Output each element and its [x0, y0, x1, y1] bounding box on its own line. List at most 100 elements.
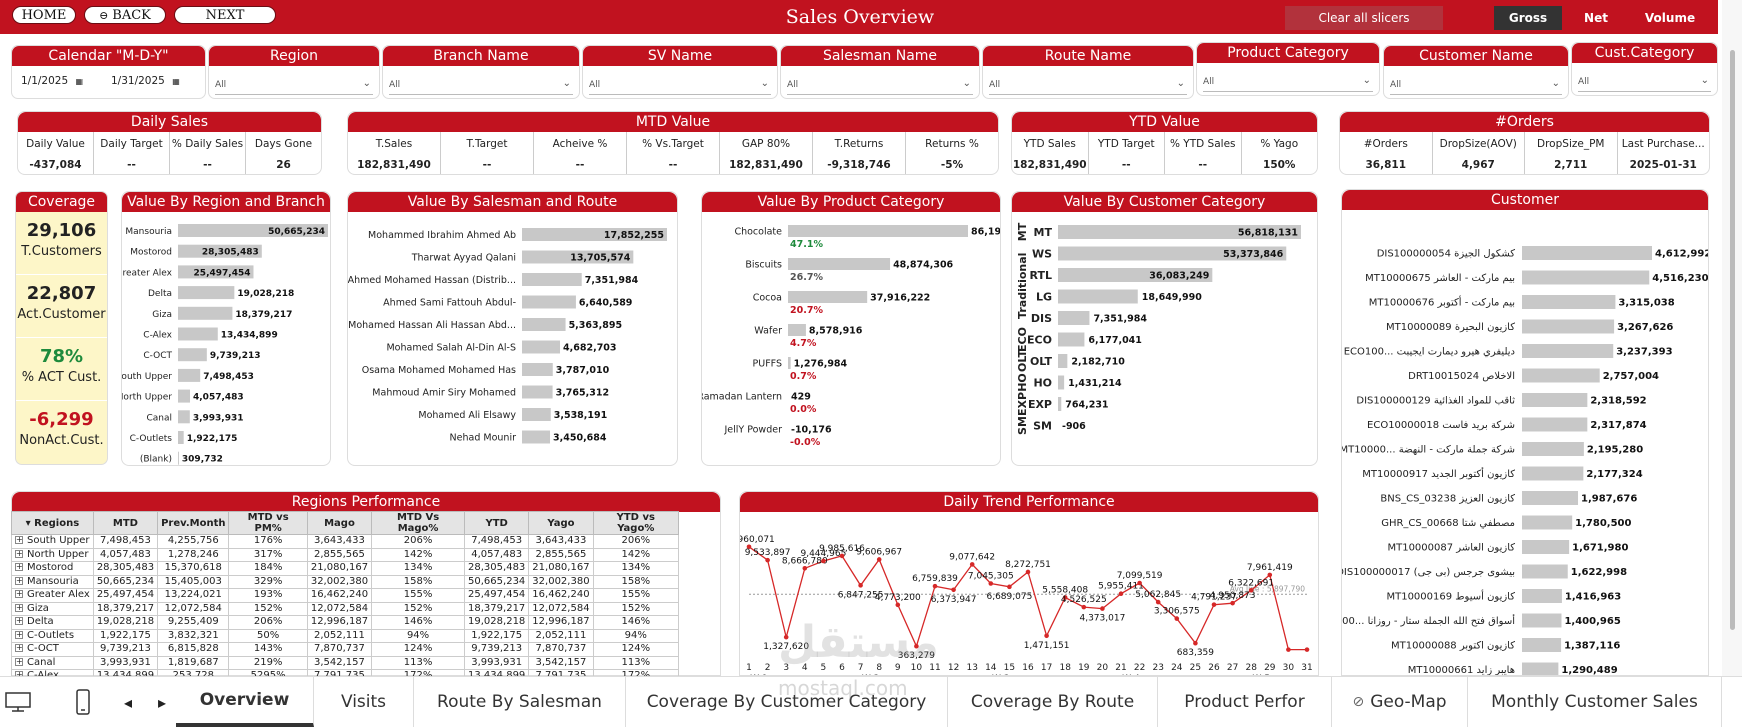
column-header[interactable]: ▾ Regions — [11, 511, 94, 535]
table-cell: 21,080,167 — [306, 561, 373, 576]
tab-visits[interactable]: Visits — [314, 677, 414, 727]
table-row[interactable]: + Giza 18,379,217 12,072,584 152% 12,072,584 1… — [11, 601, 680, 616]
column-header[interactable]: MTD Vs Mago% — [371, 511, 466, 535]
back-button[interactable]: ⊖ BACK — [84, 6, 166, 24]
bar-category-label: Tharwat Ayyad Qalani — [411, 253, 516, 264]
bar-value-label: 3,787,010 — [556, 365, 610, 376]
bar-category-label: MT10000661 هايبر زايد — [1408, 665, 1515, 676]
expand-icon[interactable]: + — [15, 589, 23, 599]
vertical-scrollbar[interactable] — [1722, 0, 1742, 676]
customer-name-slicer[interactable]: Customer Name All ⌄ — [1383, 45, 1569, 99]
volume-toggle[interactable]: Volume — [1644, 11, 1696, 25]
bar-category-label: Mostorod — [130, 248, 172, 258]
bar-value-label: 9,739,213 — [210, 351, 261, 361]
route-dropdown[interactable]: All ⌄ — [989, 75, 1187, 95]
cust-category-dropdown[interactable]: All ⌄ — [1578, 72, 1711, 92]
table-row[interactable]: + Canal 3,993,931 1,819,687 219% 3,542,157 113… — [11, 655, 680, 670]
column-header[interactable]: MTD vs PM% — [228, 511, 308, 535]
salesman-slicer[interactable]: Salesman Name All ⌄ — [780, 45, 980, 99]
net-toggle[interactable]: Net — [1584, 11, 1608, 25]
expand-icon[interactable]: + — [15, 629, 23, 639]
tab-coverage-by-customer-category[interactable]: Coverage By Customer Category — [626, 677, 948, 727]
tab-coverage-by-route[interactable]: Coverage By Route — [948, 677, 1158, 727]
table-row[interactable]: + Greater Alex 25,497,454 13,224,021 193% 16,… — [11, 588, 680, 603]
column-header[interactable]: Prev.Month — [157, 511, 230, 535]
expand-icon[interactable]: + — [15, 535, 23, 545]
table-row[interactable]: + C-OCT 9,739,213 6,815,828 143% 7,870,737 124… — [11, 642, 680, 657]
tab-geo-map[interactable]: ⊘ Geo-Map — [1332, 677, 1468, 727]
bar — [1522, 662, 1559, 675]
sv-slicer[interactable]: SV Name All ⌄ — [582, 45, 778, 99]
column-header[interactable]: Mago — [306, 511, 373, 535]
trend-value-label: 5,955,411 — [1098, 582, 1144, 592]
kpi-label: GAP 80% — [741, 138, 791, 150]
home-button[interactable]: HOME — [12, 6, 76, 24]
mobile-view-icon[interactable] — [68, 677, 98, 727]
table-cell: 28,305,483 — [92, 561, 159, 576]
trend-value-label: 4,773,200 — [875, 593, 921, 603]
route-slicer[interactable]: Route Name All ⌄ — [982, 45, 1194, 99]
region-name-cell: + Canal — [11, 655, 94, 670]
kpi-value: 2,711 — [1554, 159, 1588, 171]
expand-icon[interactable]: + — [15, 656, 23, 666]
next-button[interactable]: NEXT — [174, 6, 276, 24]
expand-icon[interactable]: + — [15, 575, 23, 585]
date-from[interactable]: 1/1/2025 ▦ — [21, 75, 83, 87]
bar — [1058, 375, 1065, 390]
table-cell: 206% — [371, 534, 466, 549]
expand-icon[interactable]: + — [15, 643, 23, 653]
table-row[interactable]: + South Upper 7,498,453 4,255,756 176% 3,643,… — [11, 534, 680, 549]
chevron-down-icon: ⌄ — [1176, 78, 1185, 89]
expand-icon[interactable]: + — [15, 562, 23, 572]
table-row[interactable]: + North Upper 4,057,483 1,278,246 317% 2,855,… — [11, 547, 680, 562]
chevron-down-icon: ⌄ — [562, 78, 571, 89]
trend-point — [1304, 647, 1310, 652]
sv-dropdown[interactable]: All ⌄ — [589, 75, 771, 95]
column-header[interactable]: YTD — [464, 511, 530, 535]
expand-icon[interactable]: + — [15, 548, 23, 558]
cust-category-slicer[interactable]: Cust.Category All ⌄ — [1571, 42, 1718, 96]
product-category-dropdown[interactable]: All ⌄ — [1203, 72, 1373, 92]
table-cell: 9,739,213 — [464, 642, 530, 657]
table-row[interactable]: + Delta 19,028,218 9,255,409 206% 12,996,187 1… — [11, 615, 680, 630]
calendar-slicer[interactable]: Calendar "M-D-Y" 1/1/2025 ▦ 1/31/2025 ▦ — [11, 45, 206, 99]
kpi-label: T.Sales — [375, 138, 413, 150]
kpi-value: -5% — [940, 159, 964, 171]
table-row[interactable]: + C-Outlets 1,922,175 3,832,321 50% 2,052,111… — [11, 628, 680, 643]
product-category-slicer[interactable]: Product Category All ⌄ — [1196, 42, 1380, 96]
tab-overview[interactable]: Overview — [176, 677, 314, 727]
prev-page-icon[interactable]: ◂ — [123, 692, 133, 712]
table-row[interactable]: + Mostorod 28,305,483 15,370,618 184% 21,080,… — [11, 561, 680, 576]
tab-product-perfor[interactable]: Product Perfor — [1158, 677, 1332, 727]
column-header[interactable]: Yago — [528, 511, 594, 535]
expand-icon[interactable]: + — [15, 616, 23, 626]
column-header[interactable]: MTD — [92, 511, 159, 535]
tab-route-by-salesman[interactable]: Route By Salesman — [414, 677, 626, 727]
branch-dropdown[interactable]: All ⌄ — [389, 75, 573, 95]
region-slicer[interactable]: Region All ⌄ — [208, 45, 380, 99]
x-tick-label: 23 — [1152, 663, 1163, 673]
expand-icon[interactable]: + — [15, 602, 23, 612]
table-cell: 1,922,175 — [92, 628, 159, 643]
desktop-view-icon[interactable] — [0, 677, 36, 727]
column-header[interactable]: YTD vs Yago% — [592, 511, 680, 535]
bar-value-label: 1,671,980 — [1572, 543, 1628, 554]
bar-value-label: 1,922,175 — [187, 434, 238, 444]
x-tick-label: 27 — [1227, 663, 1238, 673]
region-dropdown[interactable]: All ⌄ — [215, 75, 373, 95]
table-row[interactable]: + Mansouria 50,665,234 15,405,003 329% 32,002… — [11, 574, 680, 589]
customer-name-dropdown[interactable]: All ⌄ — [1390, 75, 1562, 95]
next-page-icon[interactable]: ▸ — [157, 692, 167, 712]
scrollbar-thumb[interactable] — [1730, 50, 1735, 630]
salesman-dropdown[interactable]: All ⌄ — [787, 75, 973, 95]
tab-monthly-customer-sales[interactable]: Monthly Customer Sales — [1468, 677, 1722, 727]
trend-value-label: 6,322,691 — [1228, 578, 1274, 588]
week-label: W-2 — [862, 674, 880, 676]
date-to[interactable]: 1/31/2025 ▦ — [111, 75, 180, 87]
gross-toggle[interactable]: Gross — [1494, 6, 1562, 30]
table-cell: 4,255,756 — [157, 534, 230, 549]
branch-slicer[interactable]: Branch Name All ⌄ — [382, 45, 580, 99]
bar-value-label: 7,498,453 — [203, 372, 254, 382]
bar-category-label: DIS100000054 كشكول الجيزة — [1377, 249, 1516, 260]
clear-slicers-button[interactable]: Clear all slicers — [1285, 6, 1443, 30]
